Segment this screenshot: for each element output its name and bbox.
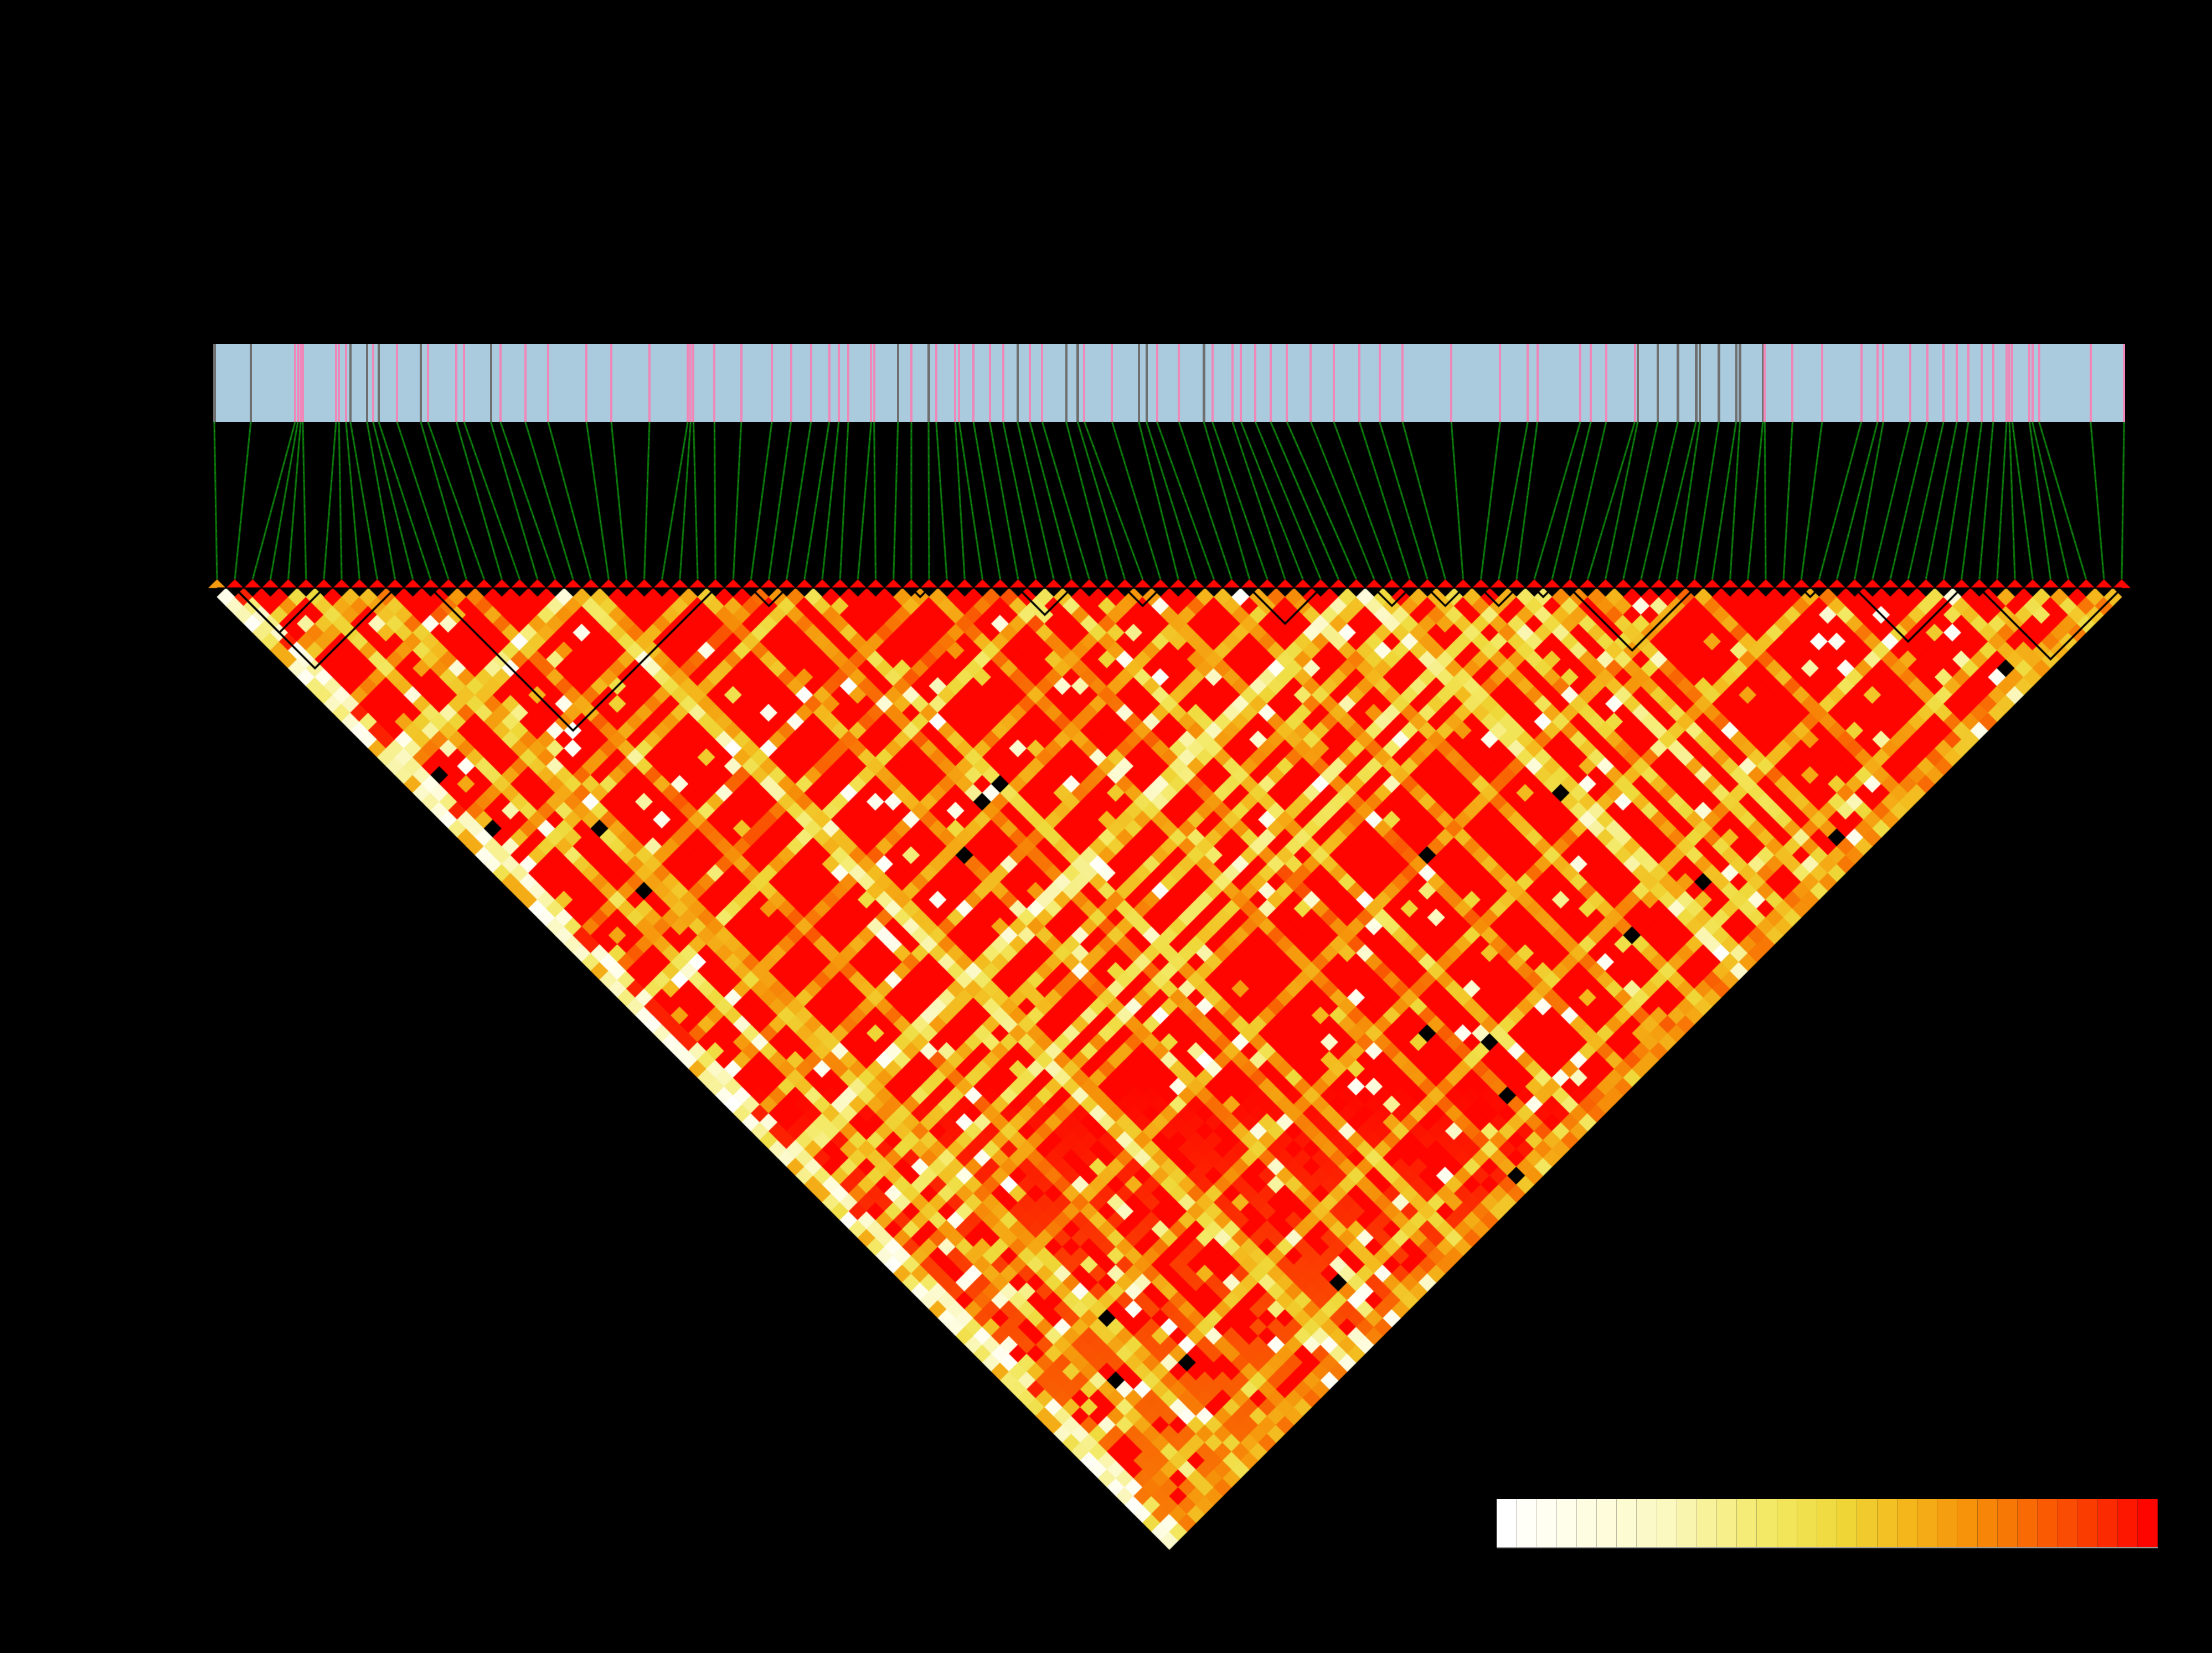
color-key-segment [1977,1499,1998,1547]
color-key-segment [1837,1499,1858,1547]
color-key-segment [1677,1499,1697,1547]
color-key-segment [1777,1499,1797,1547]
color-key-segment [1576,1499,1597,1547]
color-key-segment [1717,1499,1737,1547]
color-key-segment [1596,1499,1617,1547]
color-key-segment [2017,1499,2038,1547]
color-key-segment [1697,1499,1718,1547]
color-key-segment [1497,1499,1517,1547]
color-key-segment [2077,1499,2098,1547]
color-key-segment [1657,1499,1677,1547]
color-key-segment [1556,1499,1577,1547]
color-key-segment [2138,1499,2158,1547]
color-key-segment [1517,1499,1537,1547]
color-key-segment [1536,1499,1557,1547]
color-key-segment [1757,1499,1777,1547]
color-key-segment [1737,1499,1757,1547]
color-key-segment [1917,1499,1938,1547]
color-key-segment [1937,1499,1958,1547]
color-key-segment [1817,1499,1838,1547]
color-key-segment [2038,1499,2058,1547]
color-key-legend [1497,1499,2158,1548]
color-key-segment [1617,1499,1637,1547]
color-key-segment [1797,1499,1817,1547]
color-key-segment [2097,1499,2118,1547]
color-key-segment [1957,1499,1978,1547]
color-key-segment [2058,1499,2078,1547]
color-key-segment [1637,1499,1657,1547]
color-key-segment [1857,1499,1878,1547]
color-key-segment [2117,1499,2138,1547]
color-key-segment [1877,1499,1898,1547]
color-key-segment [1897,1499,1917,1547]
ld-heatmap-figure: LD heatmap: light-blue genomic bar with … [22,9,2212,1644]
ld-triangle-and-connector-layer [22,9,2212,1644]
color-key-segment [1997,1499,2018,1547]
